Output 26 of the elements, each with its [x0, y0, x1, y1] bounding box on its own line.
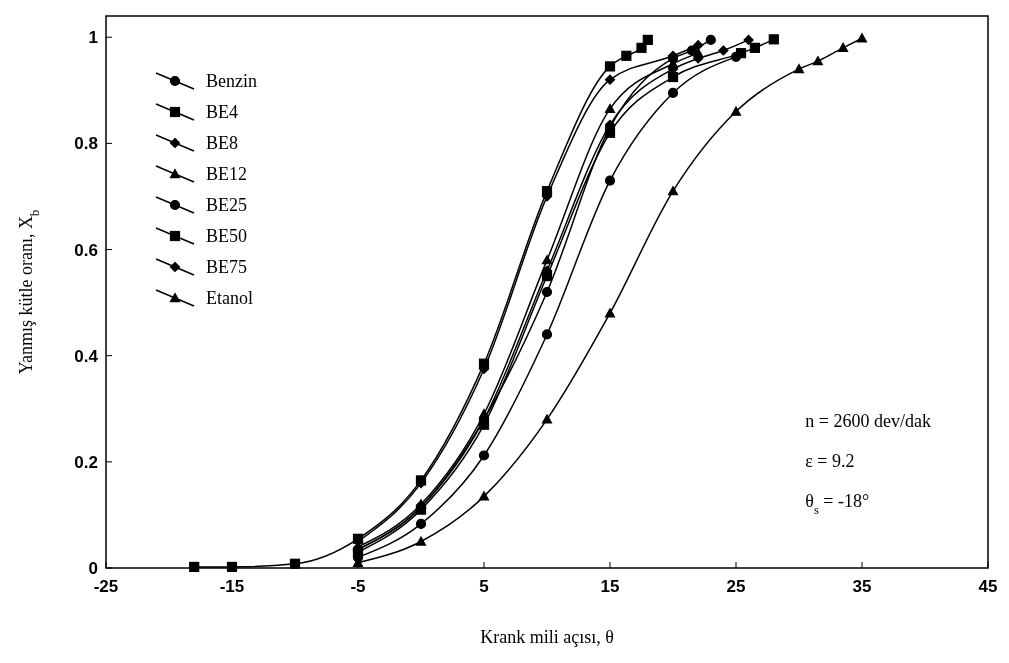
annotation: ε = 9.2 — [805, 451, 855, 472]
annotation: θ$_{s}$ = -18° — [805, 491, 870, 518]
legend-label: BE75 — [206, 257, 248, 277]
x-tick-label: -25 — [93, 577, 119, 596]
x-tick-label: 45 — [978, 577, 998, 596]
x-tick-label: 5 — [479, 577, 489, 596]
x-tick-label: 25 — [726, 577, 746, 596]
legend-label: BE50 — [206, 226, 248, 246]
x-tick-label: 35 — [852, 577, 872, 596]
legend-label: Benzin — [206, 71, 257, 91]
legend-label: BE12 — [206, 164, 248, 184]
y-tick-label: 0.6 — [74, 240, 98, 260]
x-axis-title: Krank mili açısı, θ — [480, 627, 614, 647]
y-tick-label: 1 — [88, 28, 98, 48]
legend-label: BE4 — [206, 102, 239, 122]
annotation: n = 2600 dev/dak — [805, 411, 931, 432]
x-tick-label: -15 — [219, 577, 245, 596]
x-tick-label: -5 — [350, 577, 366, 596]
legend-label: BE8 — [206, 133, 239, 153]
y-tick-label: 0.8 — [74, 134, 98, 154]
y-tick-label: 0 — [88, 559, 98, 578]
y-tick-label: 0.4 — [74, 346, 99, 366]
x-tick-label: 15 — [600, 577, 620, 596]
y-tick-label: 0.2 — [74, 452, 98, 472]
legend-label: Etanol — [206, 288, 253, 308]
legend-label: BE25 — [206, 195, 248, 215]
